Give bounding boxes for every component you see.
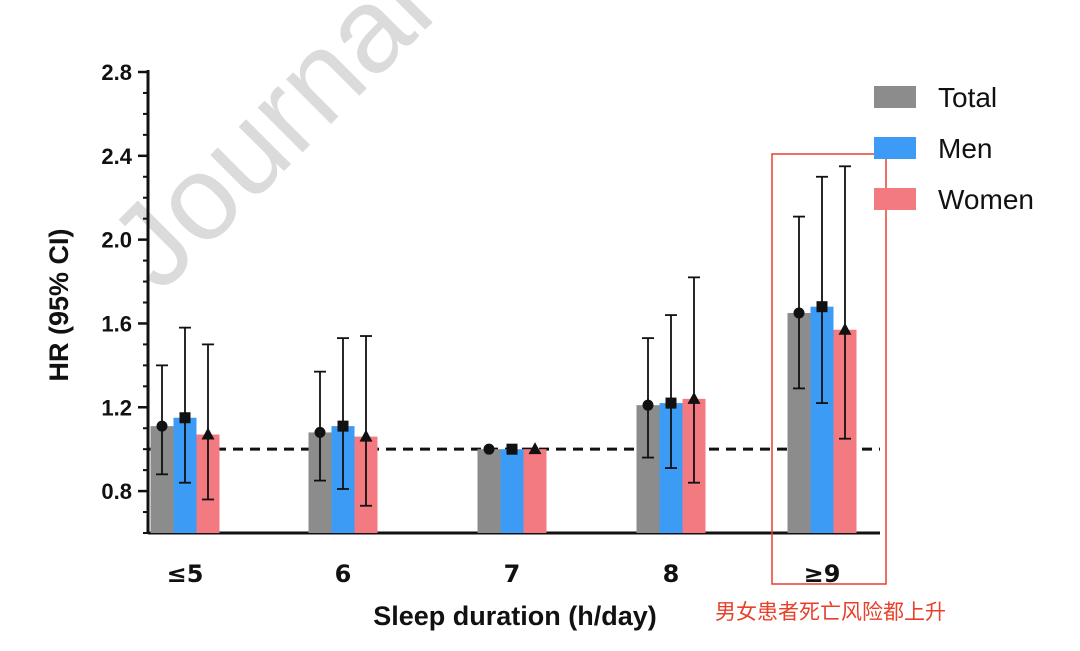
bar-total [787, 312, 811, 533]
point-marker-circle [156, 420, 168, 432]
legend-label-women: Women [938, 184, 1034, 215]
point-marker-triangle [687, 391, 701, 404]
y-tick-label: 2.0 [101, 228, 132, 253]
bar-women [523, 449, 547, 533]
point-marker-circle [314, 426, 326, 438]
point-marker-circle [483, 443, 495, 455]
y-tick-label: 1.2 [101, 395, 132, 420]
point-marker-triangle [359, 429, 373, 442]
point-marker-triangle [838, 322, 852, 335]
bar-men [500, 449, 524, 533]
x-tick-label: 6 [335, 560, 352, 588]
bar-total [150, 426, 174, 533]
legend-swatch-men [874, 137, 916, 159]
y-tick-label: 2.8 [101, 60, 132, 85]
point-marker-square [337, 420, 349, 432]
bar-total [308, 432, 332, 533]
legend: Total Men Women [874, 82, 1034, 215]
point-marker-square [506, 443, 518, 455]
point-marker-square [816, 301, 828, 313]
point-marker-triangle [528, 442, 542, 455]
x-tick-label: ≤5 [167, 560, 204, 588]
y-axis-title: HR (95% CI) [44, 228, 74, 381]
plot-area: 0.81.21.62.02.42.8≤5 6 7 8 ≥9 [101, 60, 880, 588]
y-tick-label: 2.4 [101, 144, 132, 169]
y-tick-label: 1.6 [101, 311, 132, 336]
y-tick-label: 0.8 [101, 479, 132, 504]
x-axis-title: Sleep duration (h/day) [373, 601, 657, 631]
legend-swatch-women [874, 188, 916, 210]
point-marker-square [665, 397, 677, 409]
bar-total [477, 449, 501, 533]
point-marker-square [179, 412, 191, 424]
legend-label-men: Men [938, 133, 992, 164]
point-marker-circle [793, 307, 805, 319]
legend-label-total: Total [938, 82, 997, 113]
bar-total [636, 405, 660, 533]
x-tick-label: 7 [504, 560, 521, 588]
legend-swatch-total [874, 86, 916, 108]
point-marker-circle [642, 399, 654, 411]
x-tick-label: 8 [663, 560, 680, 588]
annotation-text: 男女患者死亡风险都上升 [715, 600, 946, 624]
point-marker-triangle [201, 427, 215, 440]
highlight-box [771, 153, 887, 585]
bar-men [810, 306, 834, 533]
